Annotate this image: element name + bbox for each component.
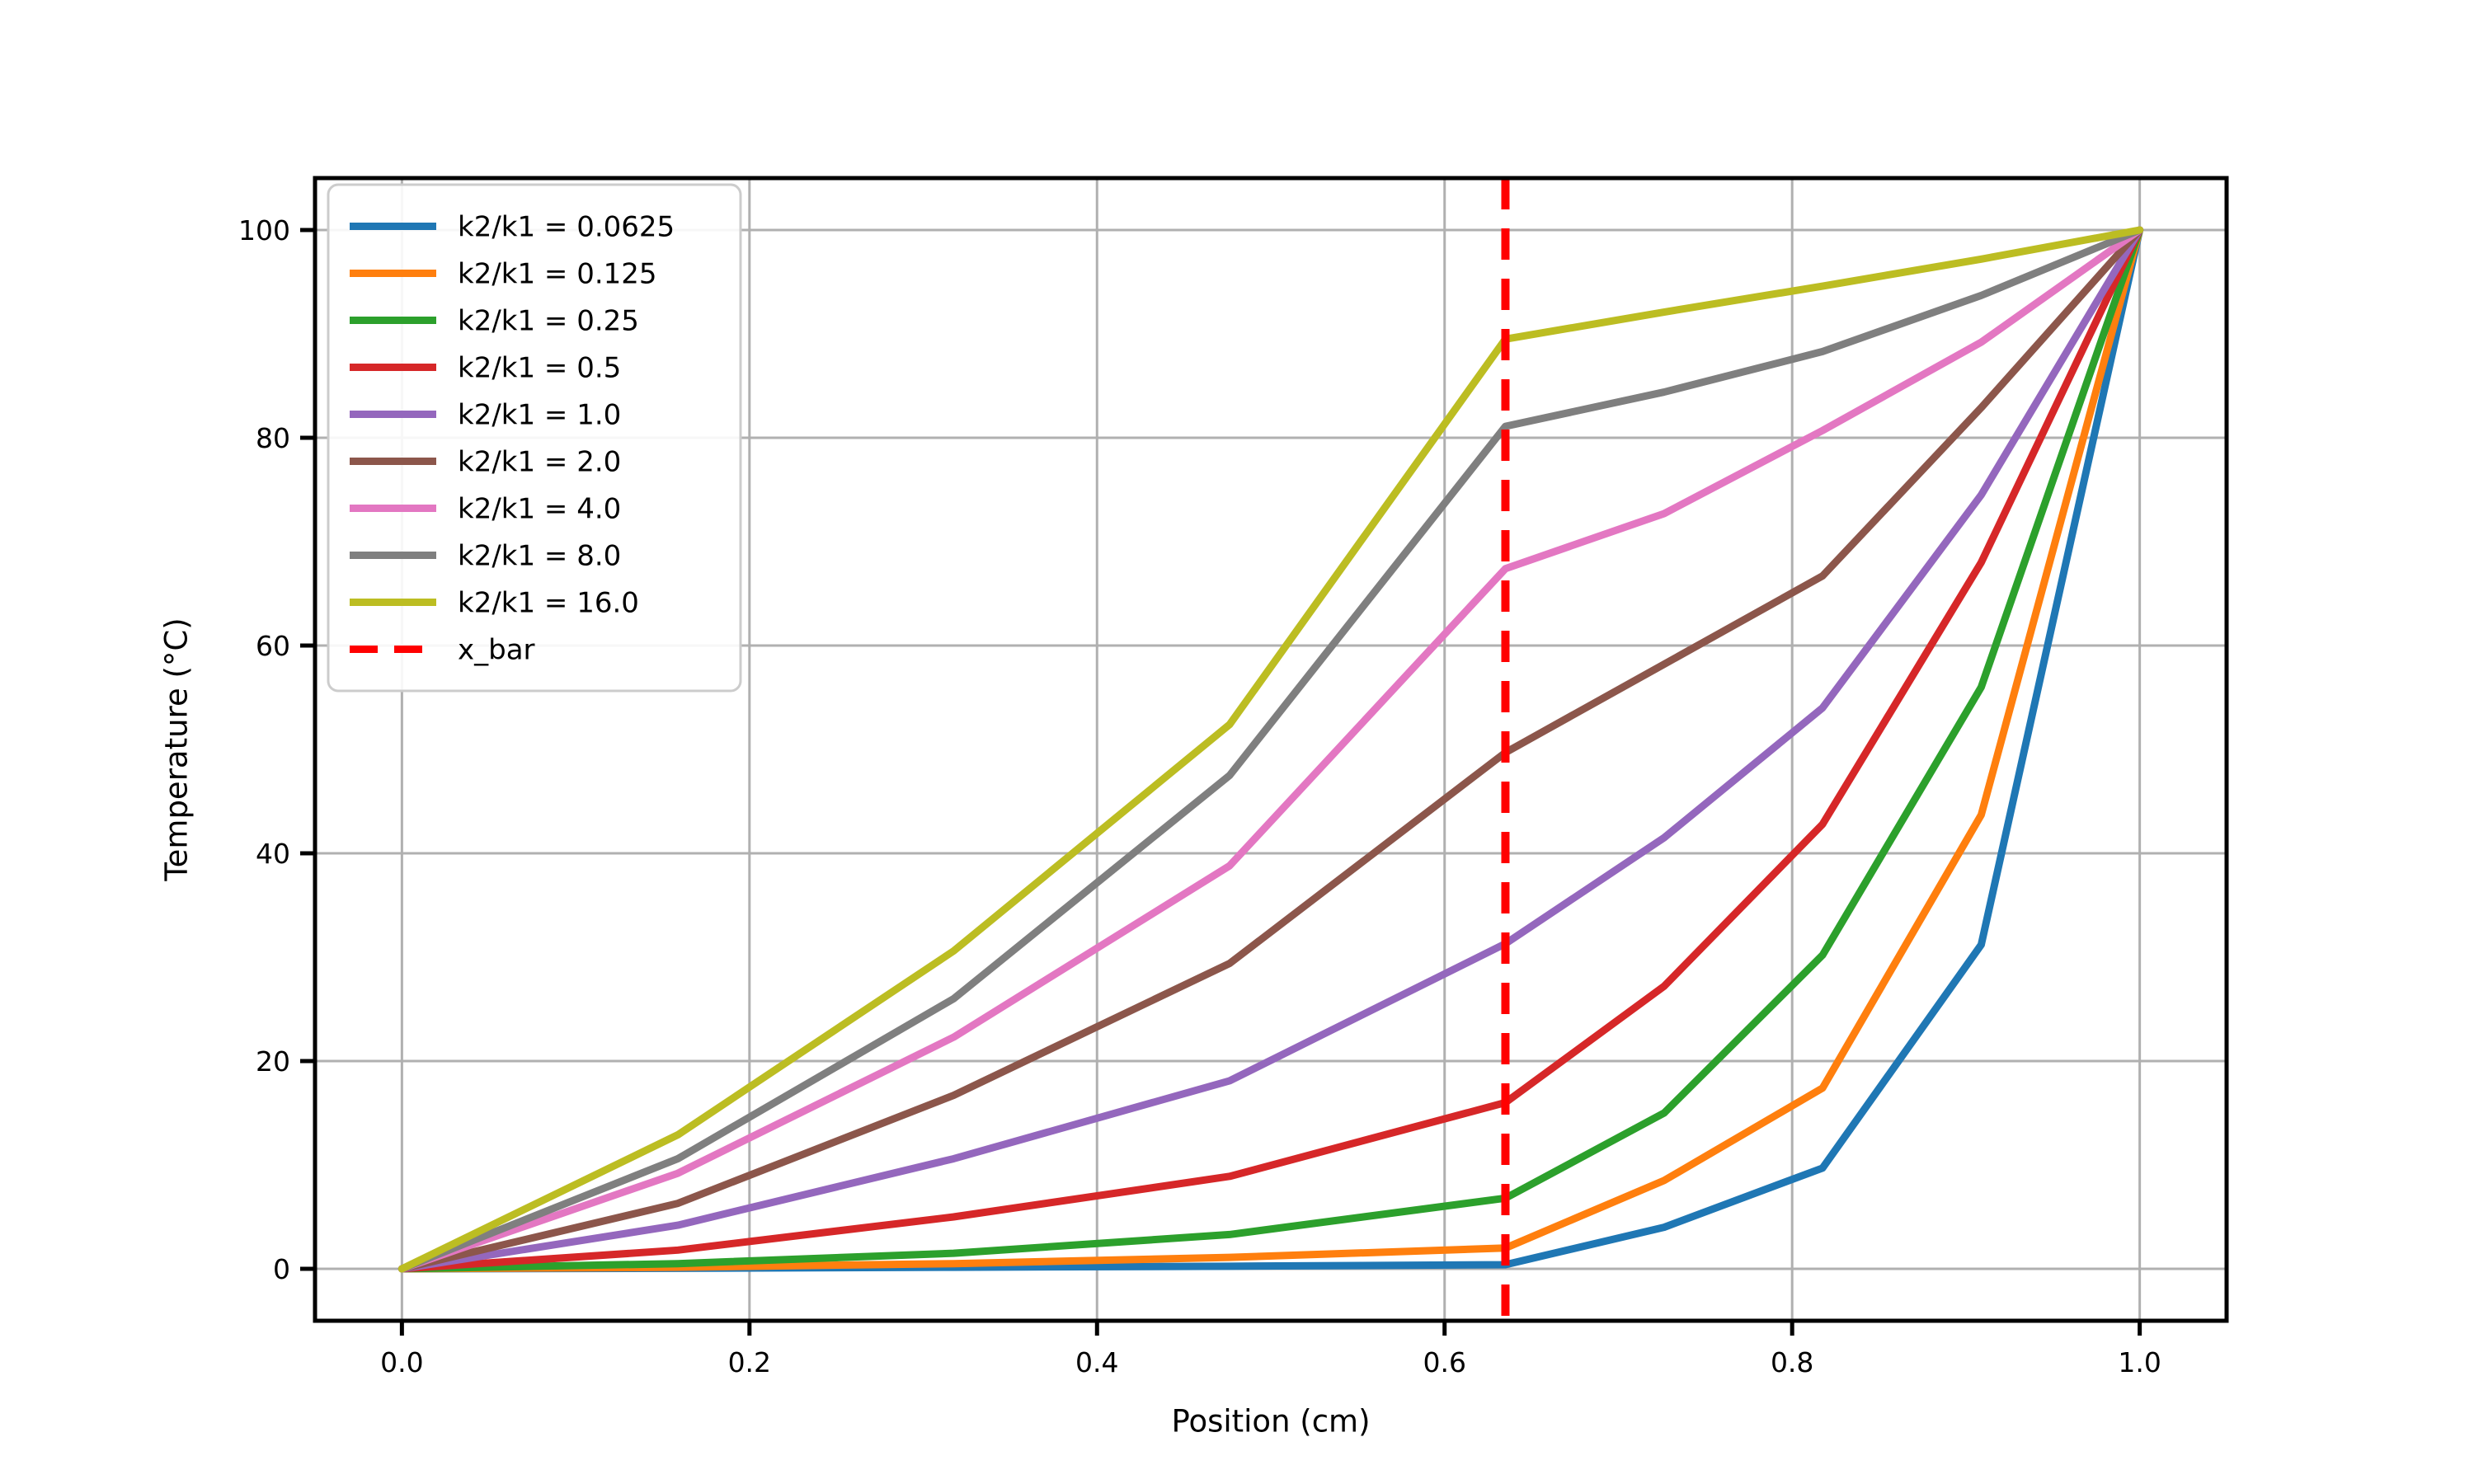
- x-tick-label: 0.0: [380, 1346, 423, 1378]
- legend-label-0: k2/k1 = 0.0625: [458, 211, 675, 244]
- y-tick-label: 20: [256, 1045, 290, 1078]
- x-tick-label: 0.6: [1423, 1346, 1465, 1378]
- legend-label-5: k2/k1 = 2.0: [458, 446, 621, 479]
- x-tick-label: 0.2: [728, 1346, 771, 1378]
- x-tick-label: 0.4: [1075, 1346, 1118, 1378]
- legend-box: [327, 183, 742, 693]
- y-tick-label: 80: [256, 422, 290, 454]
- axes-spines: [313, 176, 2229, 1323]
- y-tick-label: 0: [273, 1253, 290, 1285]
- x-tick-label: 1.0: [2118, 1346, 2161, 1378]
- legend-label-7: k2/k1 = 8.0: [458, 540, 621, 573]
- legend-label-4: k2/k1 = 1.0: [458, 399, 621, 432]
- x-tick-label: 0.8: [1771, 1346, 1813, 1378]
- series-line-7: [397, 226, 2144, 1273]
- legend-label-1: k2/k1 = 0.125: [458, 258, 657, 291]
- legend-label-9: x_bar: [458, 634, 535, 667]
- ticks: 0.0 0.2 0.4 0.6 0.8 1.0 0 20 40 60 80 100: [238, 214, 2161, 1378]
- x-axis-label: Position (cm): [1171, 1403, 1371, 1439]
- y-axis-label: Temperature (°C): [158, 618, 195, 881]
- legend-label-2: k2/k1 = 0.25: [458, 305, 639, 338]
- y-tick-label: 100: [238, 214, 290, 247]
- legend-label-6: k2/k1 = 4.0: [458, 493, 621, 526]
- legend-label-3: k2/k1 = 0.5: [458, 352, 621, 385]
- y-tick-label: 60: [256, 630, 290, 662]
- legend-label-8: k2/k1 = 16.0: [458, 587, 639, 620]
- series-line-6: [397, 226, 2144, 1273]
- legend: k2/k1 = 0.0625 k2/k1 = 0.125 k2/k1 = 0.25 k…: [327, 183, 742, 693]
- y-tick-label: 40: [256, 838, 290, 870]
